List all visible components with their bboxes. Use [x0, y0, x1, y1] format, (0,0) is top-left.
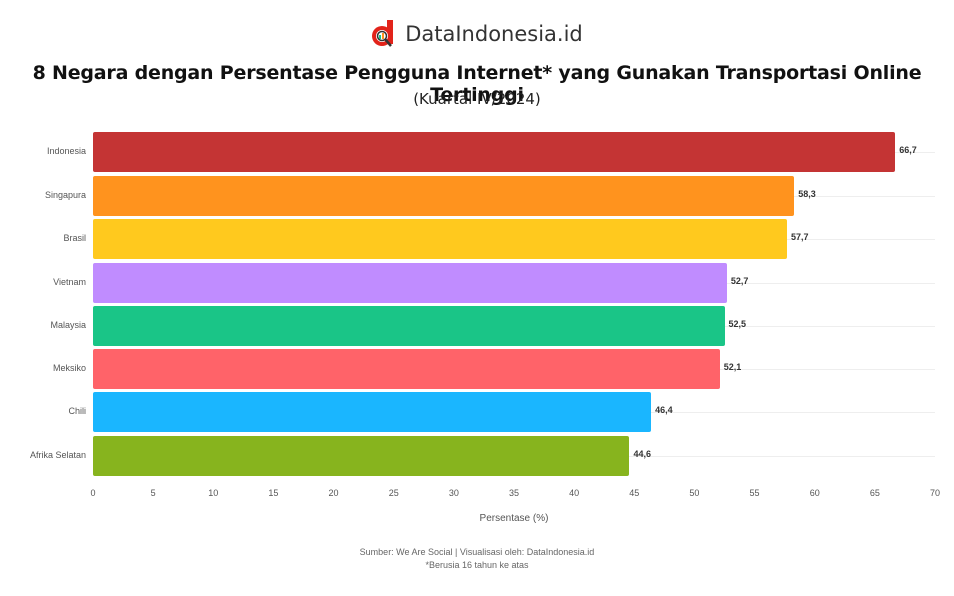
x-tick-label: 50: [689, 488, 700, 498]
bar-row: 52,5: [93, 306, 935, 346]
footnote: *Berusia 16 tahun ke atas: [425, 560, 529, 570]
value-label: 52,7: [730, 276, 749, 286]
bar-row: 52,1: [93, 349, 935, 389]
bar-row: 57,7: [93, 219, 935, 259]
bar[interactable]: [93, 349, 720, 389]
chart-subtitle: (Kuartal IV/2024): [413, 90, 541, 108]
bar[interactable]: [93, 219, 788, 259]
x-tick-label: 65: [869, 488, 880, 498]
x-tick-label: 15: [268, 488, 279, 498]
category-label: Indonesia: [46, 146, 86, 156]
category-label: Chili: [68, 406, 86, 416]
x-tick-label: 0: [90, 488, 96, 498]
value-label: 46,4: [655, 405, 673, 415]
value-label: 52,1: [723, 362, 742, 372]
x-axis-label: Persentase (%): [479, 513, 549, 524]
x-tick-label: 25: [388, 488, 399, 498]
value-label: 58,3: [798, 189, 816, 199]
bar[interactable]: [93, 132, 896, 172]
bar[interactable]: [93, 263, 727, 303]
category-label: Vietnam: [53, 277, 86, 287]
chart-title: 8 Negara dengan Persentase Pengguna Inte…: [32, 62, 922, 106]
x-tick-label: 70: [929, 488, 941, 498]
bar-row: 44,6: [93, 436, 935, 476]
plot-area: 66,7 58,3 57,7 52,7 52,5 52,1 46,4 44,6: [93, 128, 935, 480]
source-note: Sumber: We Are Social | Visualisasi oleh…: [359, 547, 595, 557]
x-tick-label: 35: [508, 488, 520, 498]
bar-row: 52,7: [93, 263, 935, 303]
category-label: Brasil: [63, 233, 86, 243]
x-tick-label: 5: [150, 488, 156, 498]
value-label: 44,6: [633, 449, 651, 459]
value-label: 66,7: [899, 145, 917, 155]
value-label: 57,7: [791, 232, 809, 242]
bar[interactable]: [93, 176, 795, 216]
category-label: Afrika Selatan: [29, 450, 86, 460]
bar-row: 46,4: [93, 392, 935, 432]
bar[interactable]: [93, 306, 725, 346]
bar-row: 58,3: [93, 176, 935, 216]
category-label: Singapura: [44, 190, 86, 200]
value-label: 52,5: [728, 319, 747, 329]
category-label: Malaysia: [50, 320, 86, 330]
x-tick-label: 60: [809, 488, 820, 498]
x-tick-label: 55: [749, 488, 760, 498]
x-tick-label: 30: [448, 488, 459, 498]
x-tick-label: 10: [208, 488, 219, 498]
category-label: Meksiko: [52, 363, 86, 373]
x-tick-label: 40: [569, 488, 580, 498]
x-tick-label: 45: [629, 488, 640, 498]
x-tick-label: 20: [328, 488, 339, 498]
x-axis-ticks: 0 5 10 15 20 25 30 35 40 45 50 55 60 65 70: [90, 488, 940, 502]
chart-footer: Sumber: We Are Social | Visualisasi oleh…: [0, 546, 954, 572]
bar[interactable]: [93, 392, 652, 432]
brand-name: DataIndonesia.id: [405, 22, 583, 46]
dataindonesia-logo-icon: [371, 20, 397, 48]
brand-header: DataIndonesia.id: [0, 20, 954, 48]
bar-row: 66,7: [93, 132, 935, 172]
bar[interactable]: [93, 436, 630, 476]
